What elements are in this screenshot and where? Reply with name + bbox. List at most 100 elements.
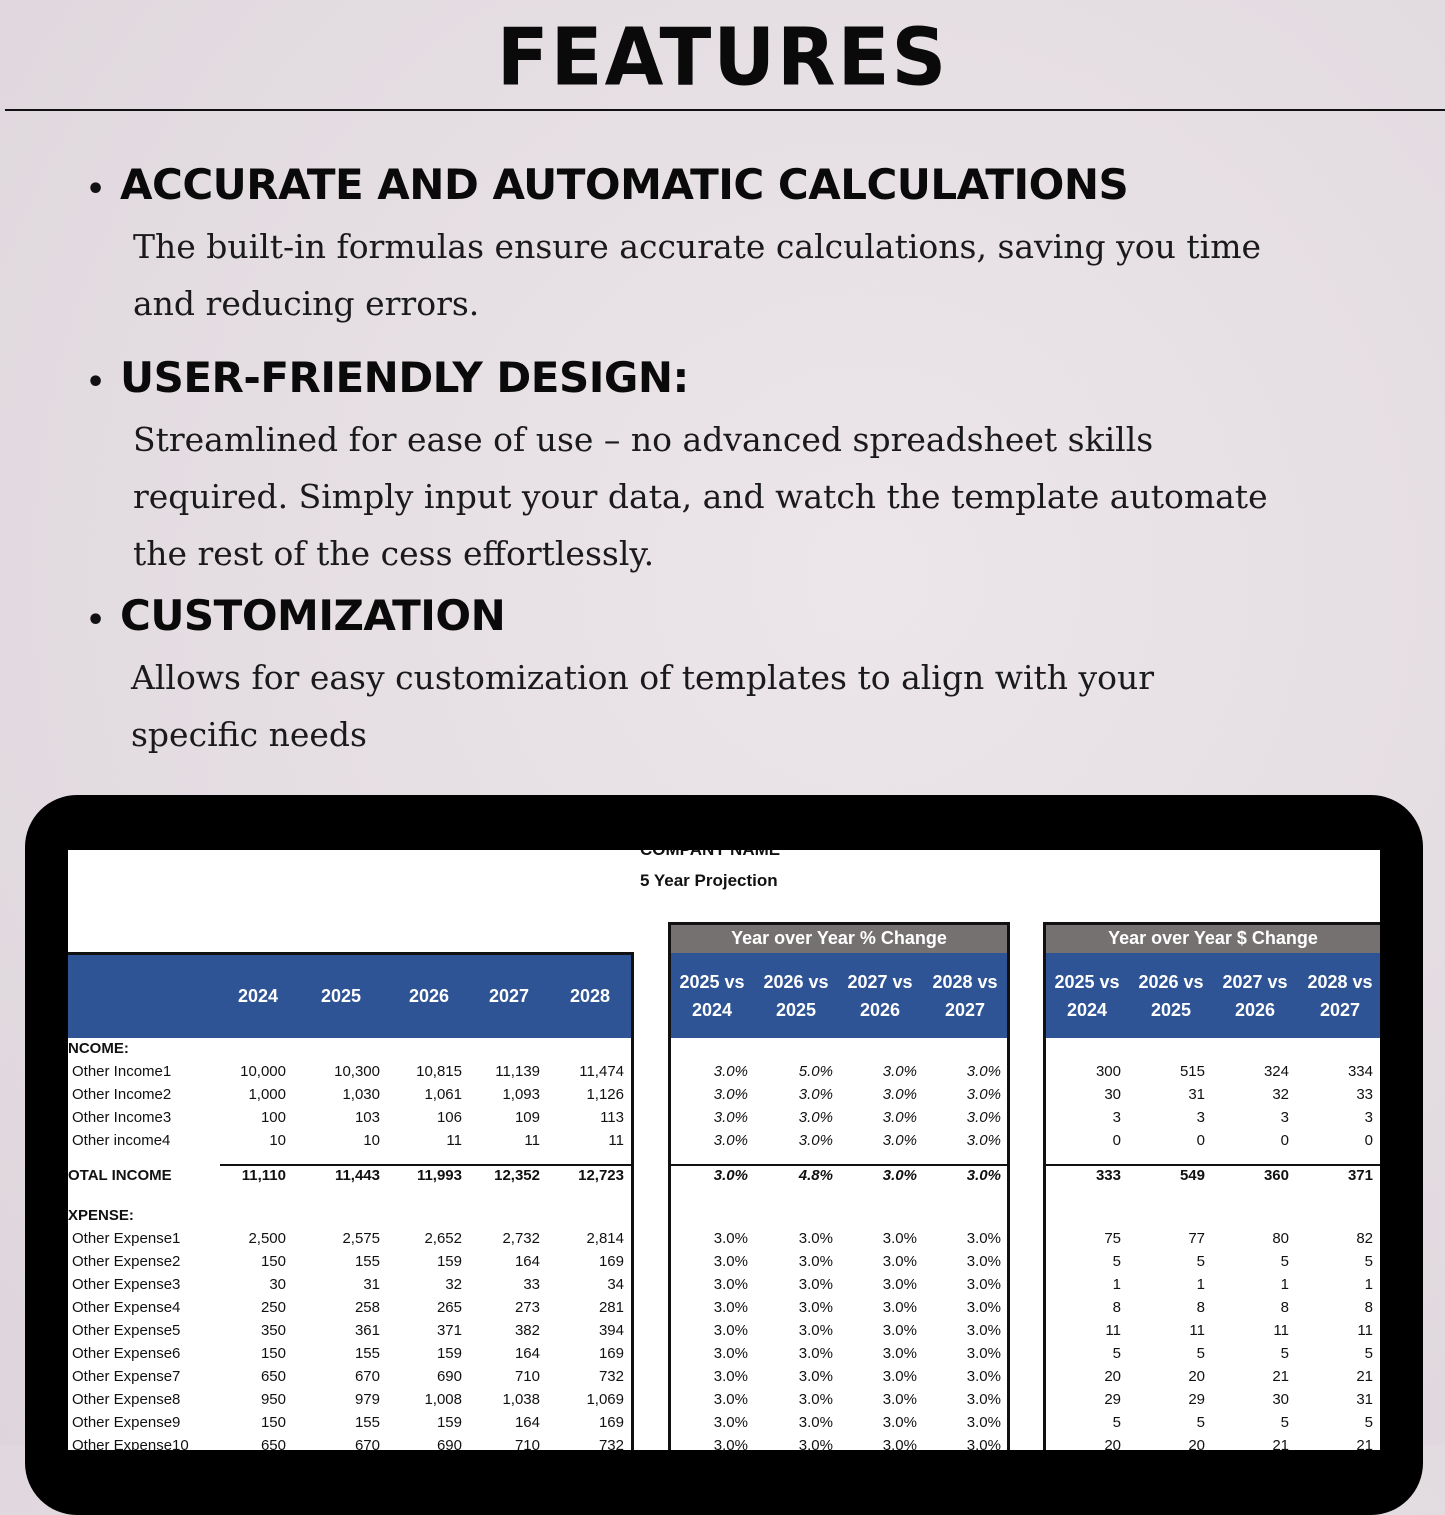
- pct-change-cell: 3.0%: [798, 1437, 833, 1450]
- value-cell: 11,443: [334, 1167, 380, 1184]
- pct-change-cell: 3.0%: [882, 1368, 917, 1385]
- value-cell: 150: [260, 1414, 286, 1431]
- dollar-change-cell: 371: [1347, 1167, 1373, 1184]
- value-cell: 382: [514, 1322, 540, 1339]
- dollar-change-cell: 21: [1356, 1368, 1373, 1385]
- pct-change-cell: 3.0%: [798, 1276, 833, 1293]
- value-cell: 164: [514, 1414, 540, 1431]
- row-label: OTAL INCOME: [68, 1167, 172, 1184]
- pct-change-title: Year over Year % Change: [671, 925, 1007, 953]
- dollar-change-cell: 29: [1188, 1391, 1205, 1408]
- row-label: Other Income3: [72, 1109, 172, 1126]
- dollar-change-cell: 3: [1280, 1109, 1289, 1126]
- page-title: FEATURES: [496, 9, 949, 104]
- company-name: COMPANY NAME: [640, 850, 780, 860]
- pct-change-cell: 3.0%: [798, 1253, 833, 1270]
- dollar-change-cell: 21: [1356, 1437, 1373, 1450]
- pct-change-cell: 3.0%: [713, 1063, 748, 1080]
- value-cell: 650: [260, 1368, 286, 1385]
- pct-change-cell: 3.0%: [798, 1345, 833, 1362]
- bullet-icon: •: [86, 172, 106, 207]
- dollar-change-cell: 3: [1364, 1109, 1373, 1126]
- row-label: Other Expense5: [72, 1322, 181, 1339]
- pct-change-cell: 3.0%: [966, 1322, 1001, 1339]
- pct-change-cell: 3.0%: [966, 1253, 1001, 1270]
- value-cell: 159: [436, 1253, 462, 1270]
- pct-change-cell: 3.0%: [966, 1345, 1001, 1362]
- value-cell: 350: [260, 1322, 286, 1339]
- value-cell: 710: [514, 1437, 540, 1450]
- dollar-change-cell: 3: [1112, 1109, 1121, 1126]
- value-cell: 670: [354, 1368, 380, 1385]
- value-cell: 2,575: [342, 1230, 380, 1247]
- pct-change-cell: 3.0%: [713, 1086, 748, 1103]
- pct-change-cell: 3.0%: [966, 1132, 1001, 1149]
- comparison-header: 2027: [944, 1000, 986, 1020]
- dollar-change-cell: 20: [1188, 1437, 1205, 1450]
- dollar-change-header: [1046, 953, 1380, 1038]
- value-cell: 1,038: [502, 1391, 540, 1408]
- value-cell: 2,652: [424, 1230, 462, 1247]
- row-label: Other Expense9: [72, 1414, 181, 1431]
- pct-change-cell: 3.0%: [882, 1322, 917, 1339]
- pct-change-cell: 3.0%: [966, 1299, 1001, 1316]
- dollar-change-cell: 334: [1347, 1063, 1373, 1080]
- total-divider: [1046, 1164, 1380, 1166]
- pct-change-cell: 3.0%: [798, 1299, 833, 1316]
- value-cell: 159: [436, 1414, 462, 1431]
- feature-heading: USER-FRIENDLY DESIGN:: [120, 353, 689, 402]
- dollar-change-cell: 20: [1104, 1437, 1121, 1450]
- dollar-change-cell: 0: [1364, 1132, 1373, 1149]
- row-label: Other Expense2: [72, 1253, 181, 1270]
- comparison-header: 2028 vs: [932, 972, 998, 992]
- dollar-change-cell: 333: [1095, 1167, 1121, 1184]
- dollar-change-cell: 324: [1263, 1063, 1289, 1080]
- pct-change-cell: 3.0%: [882, 1132, 917, 1149]
- value-cell: 732: [598, 1437, 624, 1450]
- dollar-change-cell: 5: [1280, 1345, 1289, 1362]
- description-line: and reducing errors.: [133, 284, 480, 323]
- comparison-header: 2026 vs: [1138, 972, 1204, 992]
- value-cell: 1,000: [248, 1086, 286, 1103]
- dollar-change-cell: 8: [1364, 1299, 1373, 1316]
- value-cell: 106: [436, 1109, 462, 1126]
- value-cell: 11,139: [495, 1063, 540, 1080]
- value-cell: 281: [598, 1299, 624, 1316]
- projection-header: [68, 955, 631, 1038]
- pct-change-cell: 3.0%: [966, 1086, 1001, 1103]
- value-cell: 11: [524, 1132, 540, 1149]
- pct-change-cell: 3.0%: [882, 1230, 917, 1247]
- value-cell: 155: [354, 1345, 380, 1362]
- value-cell: 169: [598, 1345, 624, 1362]
- comparison-header: 2027 vs: [1222, 972, 1288, 992]
- pct-change-cell: 3.0%: [713, 1132, 748, 1149]
- value-cell: 670: [354, 1437, 380, 1450]
- pct-change-cell: 3.0%: [966, 1167, 1001, 1184]
- value-cell: 2,500: [248, 1230, 286, 1247]
- value-cell: 1,061: [424, 1086, 462, 1103]
- value-cell: 155: [354, 1414, 380, 1431]
- dollar-change-cell: 5: [1112, 1414, 1121, 1431]
- value-cell: 31: [363, 1276, 380, 1293]
- description-line: specific needs: [131, 715, 367, 754]
- dollar-change-title: Year over Year $ Change: [1046, 925, 1380, 953]
- row-label: Other Expense4: [72, 1299, 181, 1316]
- pct-change-cell: 3.0%: [798, 1086, 833, 1103]
- dollar-change-cell: 5: [1196, 1345, 1205, 1362]
- dollar-change-cell: 31: [1188, 1086, 1205, 1103]
- dollar-change-table: [1043, 922, 1380, 1450]
- pct-change-cell: 3.0%: [713, 1253, 748, 1270]
- pct-change-cell: 3.0%: [966, 1368, 1001, 1385]
- pct-change-cell: 3.0%: [713, 1299, 748, 1316]
- value-cell: 169: [598, 1414, 624, 1431]
- pct-change-cell: 3.0%: [882, 1437, 917, 1450]
- pct-change-cell: 3.0%: [966, 1063, 1001, 1080]
- row-label: Other Expense1: [72, 1230, 181, 1247]
- value-cell: 32: [445, 1276, 462, 1293]
- value-cell: 109: [514, 1109, 540, 1126]
- value-cell: 690: [436, 1437, 462, 1450]
- dollar-change-cell: 5: [1364, 1253, 1373, 1270]
- dollar-change-cell: 0: [1196, 1132, 1205, 1149]
- pct-change-cell: 3.0%: [882, 1299, 917, 1316]
- pct-change-table: [668, 922, 1010, 1450]
